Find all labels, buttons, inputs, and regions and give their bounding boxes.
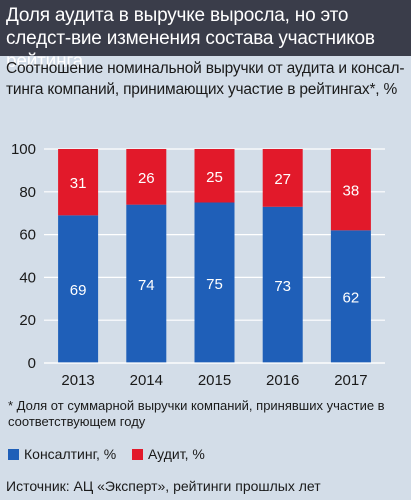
data-label-audit-2014: 26 xyxy=(138,170,155,187)
data-label-consulting-2016: 73 xyxy=(274,278,291,295)
x-tick-label-2013: 2013 xyxy=(61,372,94,389)
data-label-audit-2017: 38 xyxy=(343,183,360,200)
footnote: * Доля от суммарной выручки компаний, пр… xyxy=(8,398,385,429)
data-label-audit-2015: 25 xyxy=(206,169,223,186)
bar-audit-2015 xyxy=(194,149,235,203)
chart-subtitle: Соотношение номинальной выручки от аудит… xyxy=(6,60,405,98)
x-tick-label-2017: 2017 xyxy=(334,372,367,389)
bar-audit-2014 xyxy=(126,149,167,205)
bar-audit-2016 xyxy=(262,149,303,207)
y-tick-label-20: 20 xyxy=(19,312,36,329)
x-tick-label-2016: 2016 xyxy=(266,372,299,389)
data-label-consulting-2014: 74 xyxy=(138,277,155,294)
data-label-consulting-2015: 75 xyxy=(206,276,223,293)
data-label-audit-2016: 27 xyxy=(274,171,291,188)
source-text: Источник: АЦ «Эксперт», рейтинги прошлых… xyxy=(6,478,321,494)
legend-label-consulting: Консалтинг, % xyxy=(24,446,117,462)
data-label-audit-2013: 31 xyxy=(70,175,87,192)
y-tick-label-100: 100 xyxy=(11,141,36,158)
bar-consulting-2017 xyxy=(330,230,371,363)
x-tick-label-2015: 2015 xyxy=(198,372,231,389)
y-tick-label-60: 60 xyxy=(19,227,36,244)
legend-swatch-consulting xyxy=(8,449,19,460)
legend-label-audit: Аудит, % xyxy=(148,446,205,462)
legend-item-consulting: Консалтинг, % xyxy=(8,446,116,462)
data-label-consulting-2017: 62 xyxy=(343,290,360,307)
source-line: Источник: АЦ «Эксперт», рейтинги прошлых… xyxy=(0,472,411,500)
legend-item-audit: Аудит, % xyxy=(132,446,205,462)
bar-consulting-2014 xyxy=(126,204,167,363)
data-label-consulting-2013: 69 xyxy=(70,282,87,299)
bar-audit-2017 xyxy=(330,149,371,231)
bar-audit-2013 xyxy=(58,149,99,216)
bar-consulting-2016 xyxy=(262,206,303,363)
stacked-bar-chart: 0 20 40 60 80 100 69 31 2013 74 26 2014 75 25 2015 73 27… xyxy=(11,141,385,389)
y-tick-label-40: 40 xyxy=(19,269,36,286)
legend-swatch-audit xyxy=(132,449,143,460)
bar-consulting-2015 xyxy=(194,202,235,363)
y-tick-label-80: 80 xyxy=(19,184,36,201)
x-tick-label-2014: 2014 xyxy=(130,372,163,389)
bar-consulting-2013 xyxy=(58,215,99,363)
y-tick-label-0: 0 xyxy=(28,355,36,372)
chart-title: Доля аудита в выручке выросла, но это сл… xyxy=(6,5,375,72)
header: Доля аудита в выручке выросла, но это сл… xyxy=(0,0,411,72)
